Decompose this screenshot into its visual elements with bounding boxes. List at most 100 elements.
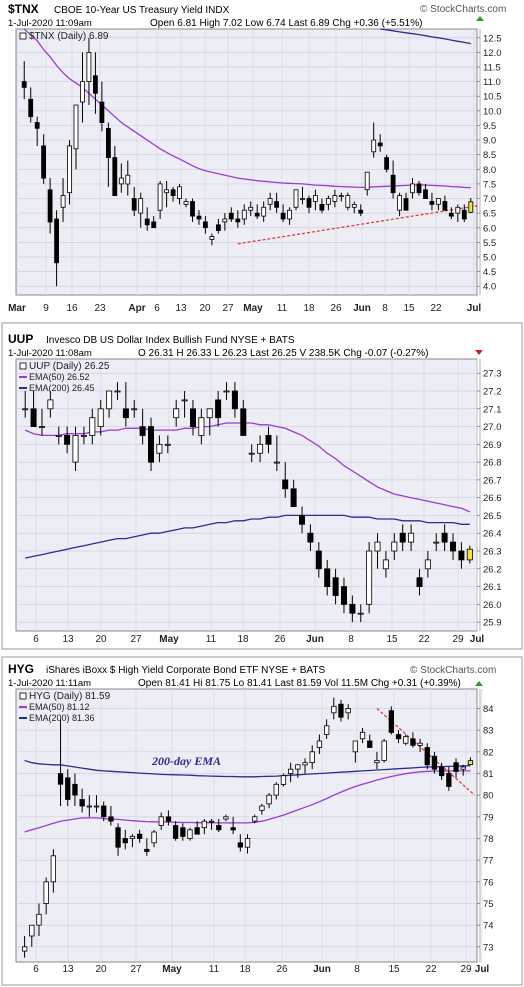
candle <box>374 533 381 569</box>
candle <box>30 391 37 427</box>
candle <box>332 568 339 605</box>
legend-label: EMA(50) 26.52 <box>29 372 90 382</box>
candle-body <box>164 189 170 194</box>
x-tick-label: 29 <box>460 964 472 975</box>
candle <box>312 189 318 211</box>
x-tick-label: 6 <box>33 964 39 975</box>
candle <box>319 198 325 214</box>
candle-body <box>274 201 280 208</box>
candle-body <box>371 139 377 153</box>
candle-body <box>30 408 37 427</box>
candle-body <box>423 189 428 200</box>
candle-body <box>231 390 238 410</box>
candle-body <box>395 734 402 740</box>
candle <box>164 181 170 208</box>
y-axis-ticks: 73 74 75 76 77 78 79 80 81 82 83 84 <box>477 704 494 953</box>
candle-body <box>338 703 344 718</box>
candle-body <box>280 212 286 220</box>
candle-body <box>39 426 46 429</box>
candle-body <box>453 762 459 772</box>
candle <box>280 773 287 787</box>
candle <box>374 751 380 770</box>
y-tick-label: 26.8 <box>483 458 502 469</box>
panel-frame <box>1 322 523 650</box>
candle <box>181 391 188 418</box>
x-tick-label: 8 <box>382 303 388 314</box>
y-tick-label: 73 <box>483 942 494 953</box>
candle-body <box>147 426 154 463</box>
x-tick-label: 26 <box>276 964 288 975</box>
candle-body <box>338 195 344 198</box>
change-up-icon <box>476 16 484 21</box>
candle-body <box>254 212 260 217</box>
candle-body <box>106 390 113 410</box>
candle-body <box>183 201 189 205</box>
candle-body <box>216 825 222 831</box>
y-tick-label: 26.1 <box>483 582 502 593</box>
candle <box>458 542 465 569</box>
candle-body <box>223 816 229 820</box>
header-ohlc: Open 81.41 Hi 81.75 Lo 81.41 Last 81.59 … <box>138 678 461 689</box>
candle <box>80 426 87 445</box>
candle-body <box>366 550 373 605</box>
candle-body <box>131 408 138 411</box>
candle <box>57 719 64 806</box>
legend-label: HYG (Daily) 81.59 <box>29 691 111 702</box>
candle <box>282 462 289 498</box>
candle-body <box>458 550 465 561</box>
candle <box>97 399 104 436</box>
candle <box>73 104 79 170</box>
candle-body <box>358 209 364 214</box>
candle-body <box>468 201 474 213</box>
candle-body <box>72 434 79 463</box>
candle <box>273 782 279 800</box>
candle-body <box>196 215 202 220</box>
panel-uup: UUP Invesco DB US Dollar Index Bullish F… <box>1 322 523 650</box>
candle-body <box>131 198 137 211</box>
candle <box>50 849 56 893</box>
site-watermark: © StockCharts.com <box>410 665 496 676</box>
x-tick-label: 6 <box>33 634 39 645</box>
legend-label: EMA(200) 26.45 <box>29 383 95 393</box>
candle-body <box>273 783 279 796</box>
candle <box>274 192 280 214</box>
candle <box>198 408 205 445</box>
candle <box>316 734 323 754</box>
candle <box>306 195 312 214</box>
candle <box>64 426 71 454</box>
candle-body <box>367 740 373 748</box>
candle <box>72 773 78 806</box>
ema-200-line <box>380 28 471 45</box>
candle <box>429 192 435 211</box>
candle <box>359 728 366 744</box>
candle <box>323 719 330 739</box>
candle <box>345 192 351 211</box>
panel-hyg: HYG iShares iBoxx $ High Yield Corporate… <box>1 656 523 986</box>
y-tick-label: 27.2 <box>483 387 502 398</box>
candle-body <box>323 725 330 735</box>
candle-body <box>223 390 230 393</box>
y-tick-label: 9.5 <box>483 121 496 132</box>
candle <box>280 204 286 222</box>
candle <box>122 382 129 427</box>
symbol-label: $TNX <box>8 2 39 16</box>
y-tick-label: 26.6 <box>483 493 502 504</box>
candle <box>455 204 461 222</box>
plot-area <box>15 28 478 296</box>
x-tick-label: 26 <box>330 303 342 314</box>
x-tick-label: 20 <box>95 964 107 975</box>
x-tick-label: Jun <box>313 964 331 975</box>
y-tick-label: 7.5 <box>483 179 496 190</box>
candle <box>417 738 423 752</box>
candle <box>449 533 456 560</box>
y-tick-label: 77 <box>483 856 494 867</box>
security-name: iShares iBoxx $ High Yield Corporate Bon… <box>46 665 325 676</box>
candle-body <box>460 766 466 770</box>
candle-body <box>345 708 351 714</box>
candle <box>338 699 344 722</box>
candle <box>453 758 459 778</box>
legend-label: $TNX (Daily) 6.89 <box>29 31 109 42</box>
candle <box>300 186 305 205</box>
candle-body <box>172 825 179 839</box>
